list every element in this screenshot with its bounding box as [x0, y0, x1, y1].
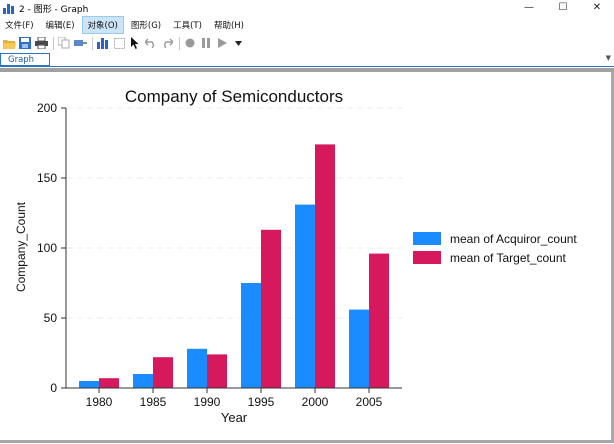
window-title: 2 - 图形 - Graph [19, 4, 89, 15]
maximize-button[interactable]: ☐ [558, 1, 568, 13]
toolbar-separator [53, 36, 54, 50]
bar-acquiror-1985 [133, 374, 153, 388]
window-border-right [611, 72, 614, 443]
chart-title: Company of Semiconductors [125, 87, 343, 106]
toolbar-separator [92, 36, 93, 50]
bar-acquiror-2000 [295, 204, 315, 388]
pointer-icon[interactable] [128, 36, 142, 50]
bar-target-1995 [261, 229, 281, 388]
x-tick-label: 2005 [356, 395, 383, 409]
menu-graph[interactable]: 图形(G) [130, 21, 162, 31]
tab-menu-icon[interactable]: ▼ [605, 54, 611, 62]
stata-graph-icon [3, 3, 15, 14]
y-tick-label: 0 [50, 381, 57, 395]
legend-swatch-target [413, 251, 441, 264]
menu-edit[interactable]: 编辑(E) [45, 21, 75, 31]
toolbar [0, 34, 614, 52]
redo-icon[interactable] [160, 36, 174, 50]
legend: mean of Acquiror_count mean of Target_co… [413, 232, 577, 265]
record-icon[interactable] [183, 36, 197, 50]
y-tick-label: 50 [44, 311, 58, 325]
undo-icon[interactable] [144, 36, 158, 50]
x-axis-ticks: 1980 1985 1990 1995 2000 2005 [86, 388, 383, 409]
toolbar-separator [179, 36, 180, 50]
window-controls: — ☐ ✕ [512, 0, 614, 14]
title-bar: 2 - 图形 - Graph — ☐ ✕ [0, 0, 614, 16]
tab-strip: Graph ▼ [0, 53, 614, 67]
x-tick-label: 1995 [248, 395, 275, 409]
menu-help[interactable]: 帮助(H) [213, 21, 244, 31]
bar-target-2005 [369, 253, 389, 388]
bar-target-1980 [99, 378, 119, 388]
menu-file[interactable]: 文件(F) [5, 21, 34, 31]
y-tick-label: 200 [37, 101, 57, 115]
dropdown-icon[interactable] [231, 36, 245, 50]
menu-tools[interactable]: 工具(T) [173, 21, 202, 31]
y-tick-label: 100 [37, 241, 57, 255]
y-tick-label: 150 [37, 171, 57, 185]
print-icon[interactable] [34, 36, 48, 50]
legend-swatch-acquiror [413, 232, 441, 245]
x-tick-label: 1980 [86, 395, 113, 409]
tab-graph[interactable]: Graph [0, 53, 50, 67]
graph-area: Company of Semiconductors 0 50 100 150 200 1… [0, 72, 611, 440]
y-axis-ticks: 0 50 100 150 200 [37, 101, 66, 395]
gridlines [67, 107, 402, 319]
y-axis-label: Company_Count [14, 201, 28, 292]
play-icon[interactable] [215, 36, 229, 50]
bar-chart: Company of Semiconductors 0 50 100 150 200 1… [14, 87, 577, 425]
x-tick-label: 1985 [140, 395, 167, 409]
menu-object[interactable]: 对象(O) [81, 16, 124, 34]
select-icon[interactable] [112, 36, 126, 50]
bar-target-1990 [207, 354, 227, 388]
bar-acquiror-1990 [187, 348, 207, 388]
window-border-bottom [0, 440, 614, 443]
frame-divider [0, 68, 614, 72]
open-icon[interactable] [2, 36, 16, 50]
bar-acquiror-1995 [241, 283, 261, 388]
legend-label-acquiror: mean of Acquiror_count [450, 232, 577, 246]
bar-acquiror-2005 [349, 309, 369, 388]
bar-target-2000 [315, 144, 335, 388]
bar-acquiror-1980 [79, 381, 99, 388]
save-icon[interactable] [18, 36, 32, 50]
x-tick-label: 1990 [194, 395, 221, 409]
minimize-button[interactable]: — [524, 1, 534, 13]
x-tick-label: 2000 [302, 395, 329, 409]
chart-editor-icon[interactable] [96, 36, 110, 50]
legend-label-target: mean of Target_count [450, 251, 567, 265]
x-axis-label: Year [221, 410, 248, 425]
rename-icon[interactable] [73, 36, 87, 50]
close-button[interactable]: ✕ [592, 1, 602, 13]
bar-target-1985 [153, 357, 173, 388]
menu-bar: 文件(F) 编辑(E) 对象(O) 图形(G) 工具(T) 帮助(H) [0, 16, 614, 34]
bars [79, 144, 389, 388]
copy-icon[interactable] [57, 36, 71, 50]
pause-icon[interactable] [199, 36, 213, 50]
